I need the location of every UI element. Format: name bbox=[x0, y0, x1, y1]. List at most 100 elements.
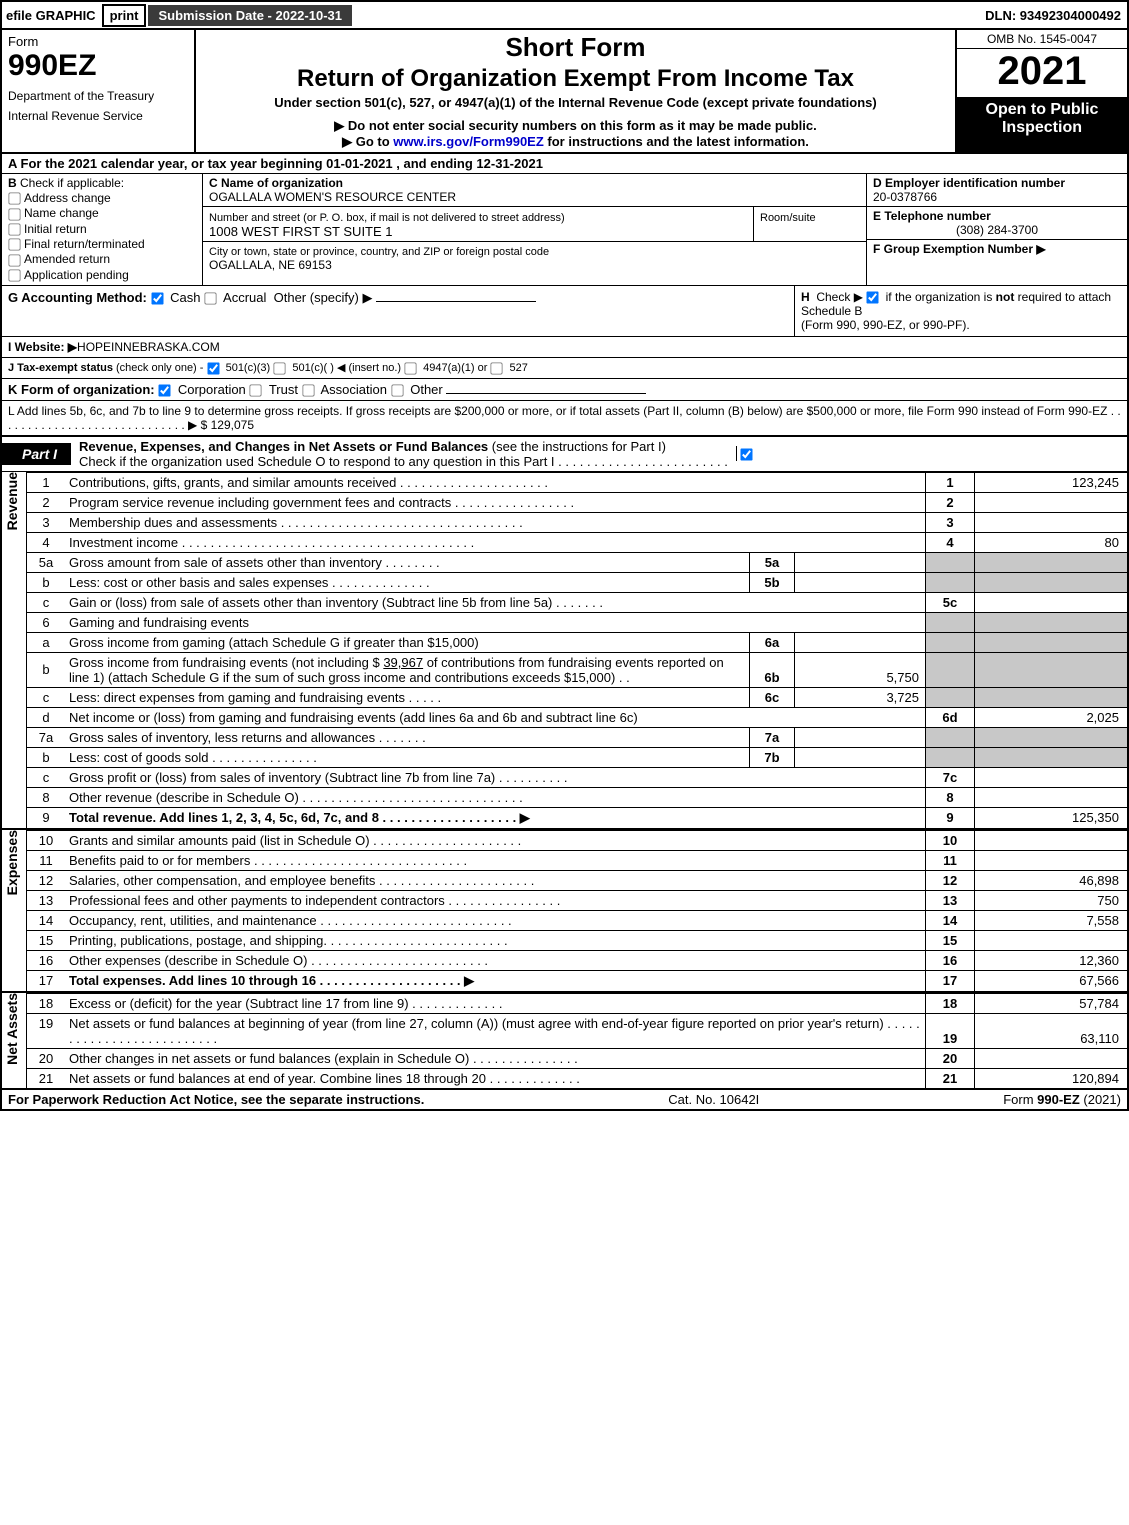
open-to-public-box: Open to Public Inspection bbox=[957, 97, 1127, 152]
chk-schedule-b-not-required[interactable] bbox=[867, 292, 879, 304]
chk-527[interactable] bbox=[491, 362, 503, 374]
l-text: L Add lines 5b, 6c, and 7b to line 9 to … bbox=[8, 404, 1121, 432]
org-name: OGALLALA WOMEN'S RESOURCE CENTER bbox=[209, 190, 456, 204]
checkbox-icon[interactable] bbox=[8, 239, 20, 251]
line-10: 10Grants and similar amounts paid (list … bbox=[27, 830, 1127, 850]
line-1: 1Contributions, gifts, grants, and simil… bbox=[27, 472, 1127, 492]
line-21: 21Net assets or fund balances at end of … bbox=[27, 1068, 1127, 1088]
checkbox-icon[interactable] bbox=[8, 269, 20, 281]
chk-other-org[interactable] bbox=[391, 384, 403, 396]
h-label: H bbox=[801, 290, 810, 304]
h-not: not bbox=[996, 290, 1015, 304]
line-7b: bLess: cost of goods sold . . . . . . . … bbox=[27, 747, 1127, 767]
l-amount: 129,075 bbox=[211, 418, 254, 432]
grp-label: F Group Exemption Number ▶ bbox=[873, 242, 1046, 256]
omb-number: OMB No. 1545-0047 bbox=[957, 30, 1127, 49]
c-name-label: C Name of organization bbox=[209, 176, 343, 190]
row-a-calendar-year: A For the 2021 calendar year, or tax yea… bbox=[2, 154, 1127, 174]
col-b-checkboxes: B Check if applicable: Address change Na… bbox=[2, 174, 203, 285]
form-header: Form 990EZ Department of the Treasury In… bbox=[2, 30, 1127, 154]
part-i-label: Part I bbox=[2, 443, 71, 465]
chk-final-return[interactable]: Final return/terminated bbox=[8, 237, 196, 251]
j-label: J Tax-exempt status bbox=[8, 362, 113, 374]
checkbox-icon[interactable] bbox=[8, 254, 20, 266]
a-pre: A For the 2021 calendar year, or tax yea… bbox=[8, 156, 326, 171]
h-text2: if the organization is bbox=[886, 290, 996, 304]
a-end: 12-31-2021 bbox=[476, 156, 543, 171]
checkbox-icon[interactable] bbox=[8, 223, 20, 235]
chk-initial-return[interactable]: Initial return bbox=[8, 222, 196, 236]
checkbox-icon[interactable] bbox=[8, 193, 20, 205]
city-value: OGALLALA, NE 69153 bbox=[209, 258, 332, 272]
revenue-table: 1Contributions, gifts, grants, and simil… bbox=[27, 472, 1127, 828]
h-text4: (Form 990, 990-EZ, or 990-PF). bbox=[801, 318, 970, 332]
chk-trust[interactable] bbox=[250, 384, 262, 396]
line-11: 11Benefits paid to or for members . . . … bbox=[27, 850, 1127, 870]
chk-name-change[interactable]: Name change bbox=[8, 206, 196, 220]
street-cell: Number and street (or P. O. box, if mail… bbox=[203, 207, 754, 241]
g-other: Other (specify) ▶ bbox=[274, 290, 373, 305]
j-o3: 4947(a)(1) or bbox=[423, 362, 487, 374]
part-i-check-line: Check if the organization used Schedule … bbox=[79, 454, 728, 469]
chk-cash[interactable] bbox=[151, 292, 163, 304]
street-row: Number and street (or P. O. box, if mail… bbox=[203, 207, 866, 242]
part-i-schedule-o-check bbox=[736, 446, 759, 461]
section-expenses: Expenses 10Grants and similar amounts pa… bbox=[2, 830, 1127, 993]
expenses-body: 10Grants and similar amounts paid (list … bbox=[27, 830, 1127, 991]
chk-4947[interactable] bbox=[404, 362, 416, 374]
page-footer: For Paperwork Reduction Act Notice, see … bbox=[2, 1088, 1127, 1109]
goto-link[interactable]: www.irs.gov/Form990EZ bbox=[393, 134, 544, 149]
chk-schedule-o-used[interactable] bbox=[740, 449, 752, 461]
b-label: B bbox=[8, 176, 17, 190]
expenses-tab-label: Expenses bbox=[2, 830, 22, 895]
street-value: 1008 WEST FIRST ST SUITE 1 bbox=[209, 224, 393, 239]
k-o1: Corporation bbox=[178, 382, 246, 397]
print-button[interactable]: print bbox=[102, 4, 147, 27]
efile-label: efile GRAPHIC bbox=[2, 8, 100, 23]
chk-corporation[interactable] bbox=[159, 384, 171, 396]
chk-501c[interactable] bbox=[274, 362, 286, 374]
chk-amended-return[interactable]: Amended return bbox=[8, 252, 196, 266]
j-o4: 527 bbox=[510, 362, 528, 374]
k-o3: Association bbox=[320, 382, 386, 397]
line-15: 15Printing, publications, postage, and s… bbox=[27, 930, 1127, 950]
j-o2: 501(c)( ) ◀ (insert no.) bbox=[292, 362, 401, 374]
line-18: 18Excess or (deficit) for the year (Subt… bbox=[27, 993, 1127, 1013]
goto-post: for instructions and the latest informat… bbox=[544, 134, 809, 149]
line-12: 12Salaries, other compensation, and empl… bbox=[27, 870, 1127, 890]
expenses-tab: Expenses bbox=[2, 830, 27, 991]
form-word: Form bbox=[8, 34, 188, 49]
header-right: OMB No. 1545-0047 2021 Open to Public In… bbox=[955, 30, 1127, 152]
line-5c: cGain or (loss) from sale of assets othe… bbox=[27, 592, 1127, 612]
tel-label: E Telephone number bbox=[873, 209, 991, 223]
footer-cat-no: Cat. No. 10642I bbox=[668, 1092, 759, 1107]
chk-address-change[interactable]: Address change bbox=[8, 191, 196, 205]
row-gh: G Accounting Method: Cash Accrual Other … bbox=[2, 286, 1127, 337]
row-l-gross-receipts: L Add lines 5b, 6c, and 7b to line 9 to … bbox=[2, 401, 1127, 437]
line-5a: 5aGross amount from sale of assets other… bbox=[27, 552, 1127, 572]
tel-cell: E Telephone number (308) 284-3700 bbox=[867, 207, 1127, 240]
chk-accrual[interactable] bbox=[204, 292, 216, 304]
line-7c: cGross profit or (loss) from sales of in… bbox=[27, 767, 1127, 787]
line-14: 14Occupancy, rent, utilities, and mainte… bbox=[27, 910, 1127, 930]
section-revenue: Revenue 1Contributions, gifts, grants, a… bbox=[2, 472, 1127, 830]
row-i-website: I Website: ▶HOPEINNEBRASKA.COM bbox=[2, 337, 1127, 358]
chk-application-pending[interactable]: Application pending bbox=[8, 268, 196, 282]
line-9: 9Total revenue. Add lines 1, 2, 3, 4, 5c… bbox=[27, 807, 1127, 828]
submission-date-badge: Submission Date - 2022-10-31 bbox=[148, 5, 352, 26]
part-i-bar: Part I Revenue, Expenses, and Changes in… bbox=[2, 437, 1127, 472]
line-4: 4Investment income . . . . . . . . . . .… bbox=[27, 532, 1127, 552]
chk-501c3[interactable] bbox=[207, 362, 219, 374]
tax-year: 2021 bbox=[957, 49, 1127, 97]
netassets-table: 18Excess or (deficit) for the year (Subt… bbox=[27, 993, 1127, 1088]
fundraising-amount: 39,967 bbox=[383, 655, 423, 670]
group-exemption-cell: F Group Exemption Number ▶ bbox=[867, 240, 1127, 285]
j-note: (check only one) - bbox=[116, 362, 203, 374]
revenue-tab-label: Revenue bbox=[2, 472, 22, 530]
form-container: efile GRAPHIC print Submission Date - 20… bbox=[0, 0, 1129, 1111]
revenue-tab: Revenue bbox=[2, 472, 27, 828]
chk-association[interactable] bbox=[302, 384, 314, 396]
g-label: G Accounting Method: bbox=[8, 290, 147, 305]
checkbox-icon[interactable] bbox=[8, 208, 20, 220]
short-form-title: Short Form bbox=[204, 32, 947, 63]
